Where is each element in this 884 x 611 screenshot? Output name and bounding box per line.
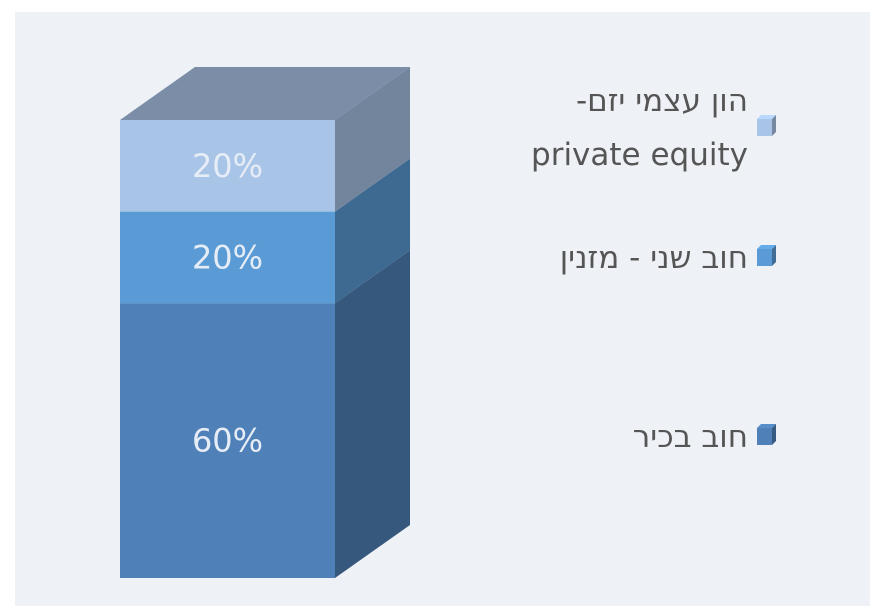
legend-swatch-side (772, 115, 776, 136)
bar-segment (120, 211, 335, 304)
legend-label: הון עצמי יזם- private equity (531, 83, 748, 173)
bar-side (335, 250, 410, 578)
legend-swatch (757, 119, 772, 136)
legend-label: חוב שני - מזנין (559, 240, 748, 276)
value-label: 20% (192, 238, 263, 276)
legend-swatch-top (757, 424, 776, 428)
value-label: 60% (192, 422, 263, 460)
legend-swatch-side (772, 245, 776, 266)
legend-swatch (757, 249, 772, 266)
value-label: 20% (192, 147, 263, 185)
bar-top (120, 67, 410, 120)
bar-segment (120, 120, 335, 212)
bar-side (335, 67, 410, 212)
legend-swatch-top (757, 245, 776, 249)
legend-label: חוב בכיר (632, 419, 748, 455)
bar-segment (120, 303, 335, 578)
legend-swatch-top (757, 115, 776, 119)
legend-swatch (757, 428, 772, 445)
legend-swatch-side (772, 424, 776, 445)
bar-side (335, 158, 410, 304)
